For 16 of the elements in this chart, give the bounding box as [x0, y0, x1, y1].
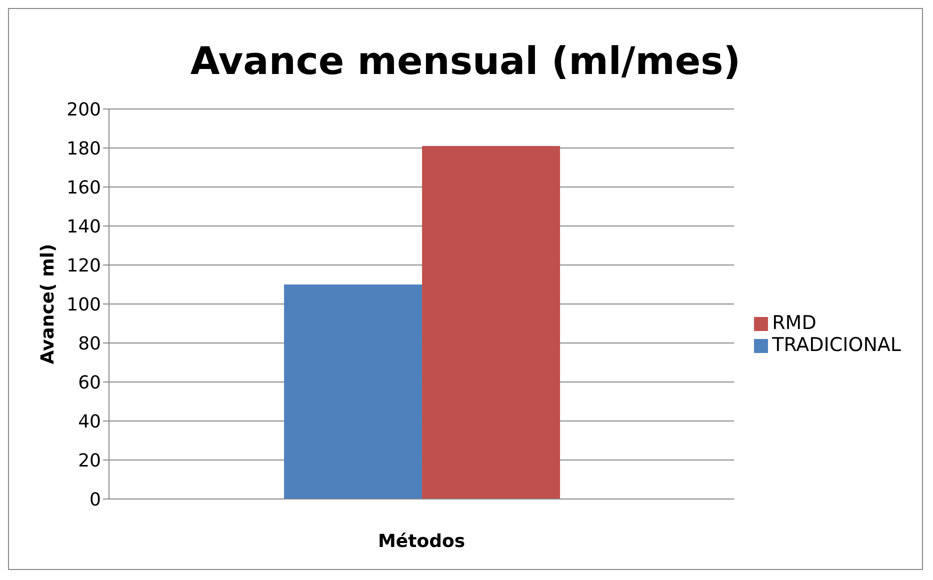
y-tick-label: 60	[78, 372, 101, 394]
chart-title: Avance mensual (ml/mes)	[189, 39, 742, 85]
legend-label: RMD	[772, 312, 816, 334]
y-tick-label: 120	[66, 255, 101, 276]
y-tick-label: 180	[66, 138, 101, 160]
y-tick-label: 40	[78, 411, 101, 432]
y-tick-label: 140	[66, 216, 101, 238]
y-tick-label: 20	[78, 450, 101, 472]
y-axis-title: Avance( ml)	[37, 244, 58, 364]
y-tick-label: 80	[78, 333, 101, 354]
x-axis-title: Métodos	[378, 531, 466, 552]
y-tick-label: 0	[90, 489, 101, 510]
y-tick-label: 160	[66, 177, 101, 198]
y-tick-label: 200	[66, 99, 101, 120]
y-tick-label: 100	[66, 294, 101, 316]
legend-label: TRADICIONAL	[772, 334, 901, 356]
